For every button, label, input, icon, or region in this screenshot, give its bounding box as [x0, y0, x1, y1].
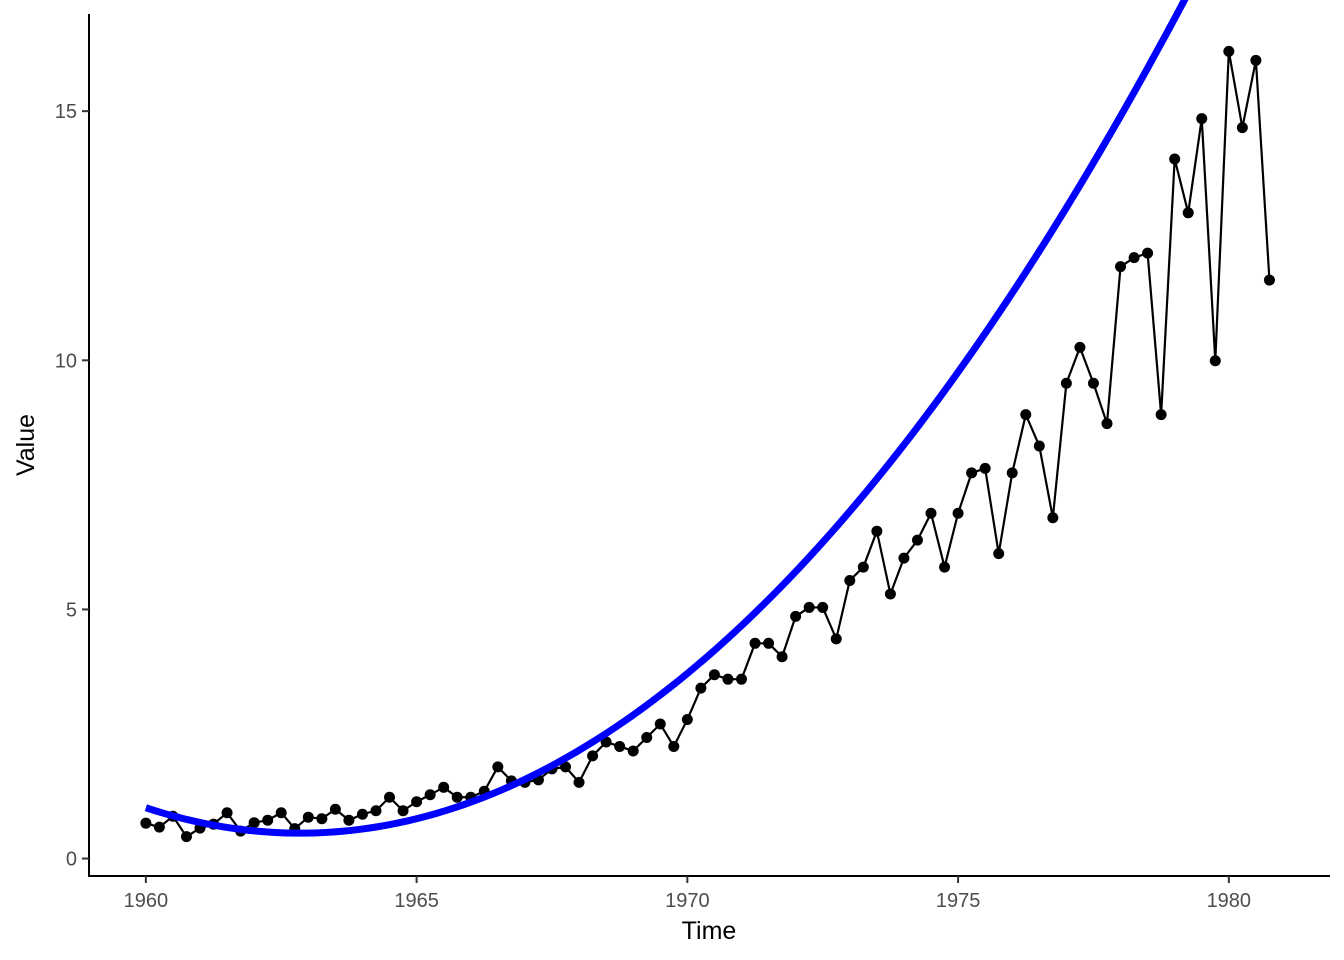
data-point	[749, 637, 761, 649]
data-point	[627, 745, 639, 757]
data-point	[1020, 409, 1032, 421]
data-point	[844, 575, 856, 587]
y-axis-ticks: 0 5 10 15	[55, 101, 89, 871]
y-tick-label: 15	[55, 101, 77, 123]
x-tick-label: 1980	[1207, 890, 1252, 912]
data-point	[1033, 440, 1045, 452]
plot-area	[140, 0, 1275, 843]
data-point	[790, 610, 802, 622]
y-tick-label: 10	[55, 350, 77, 372]
data-point	[573, 776, 585, 788]
data-point	[397, 805, 409, 817]
data-point	[1263, 274, 1275, 286]
data-point	[939, 561, 951, 573]
data-point	[654, 718, 666, 730]
x-tick-label: 1975	[936, 890, 981, 912]
data-point	[140, 817, 152, 829]
data-point	[898, 552, 910, 564]
data-point	[722, 673, 734, 685]
data-point	[302, 811, 314, 823]
data-point	[681, 714, 693, 726]
data-point	[1236, 122, 1248, 134]
data-point	[1209, 355, 1221, 367]
data-point	[641, 731, 653, 743]
data-point	[776, 651, 788, 663]
data-point	[1115, 261, 1127, 273]
data-point	[560, 761, 572, 773]
data-point	[763, 637, 775, 649]
data-point	[1060, 377, 1072, 389]
data-point	[424, 789, 436, 801]
data-point	[817, 601, 829, 613]
data-point	[1047, 512, 1059, 524]
data-point	[966, 467, 978, 479]
data-point	[370, 805, 382, 817]
data-point	[668, 740, 680, 752]
data-point	[830, 633, 842, 645]
data-point	[911, 534, 923, 546]
y-tick-label: 0	[66, 849, 77, 871]
x-tick-label: 1970	[665, 890, 710, 912]
data-point	[1128, 252, 1140, 264]
data-point	[438, 781, 450, 793]
data-point	[803, 601, 815, 613]
data-point	[695, 682, 707, 694]
data-point	[492, 761, 504, 773]
data-point	[384, 791, 396, 803]
trend-line	[144, 0, 1189, 837]
data-point	[275, 807, 287, 819]
data-point	[735, 673, 747, 685]
data-point	[1223, 45, 1235, 57]
series-line	[145, 50, 1271, 838]
data-point	[1087, 377, 1099, 389]
data-point	[1142, 247, 1154, 259]
data-point	[993, 548, 1005, 560]
data-point	[356, 808, 368, 820]
data-point	[1169, 153, 1181, 165]
data-point	[248, 817, 260, 829]
x-tick-label: 1965	[394, 890, 439, 912]
data-point	[1101, 418, 1113, 430]
data-point	[587, 750, 599, 762]
data-point	[857, 561, 869, 573]
data-point	[262, 814, 274, 826]
y-axis-title: Value	[12, 414, 40, 476]
data-point	[411, 796, 423, 808]
data-point	[871, 525, 883, 537]
data-point	[1182, 207, 1194, 219]
data-point	[979, 462, 991, 474]
data-point	[925, 507, 937, 519]
data-point	[614, 740, 626, 752]
data-point	[1250, 54, 1262, 66]
data-point	[316, 813, 328, 825]
data-point	[952, 507, 964, 519]
y-tick-label: 5	[66, 599, 77, 621]
data-point	[180, 831, 192, 843]
data-point	[221, 807, 233, 819]
data-point	[1074, 341, 1086, 353]
data-point	[1155, 409, 1167, 421]
data-point	[343, 814, 355, 826]
data-point	[884, 588, 896, 600]
x-axis-title: Time	[682, 917, 737, 945]
x-axis-ticks: 1960 1965 1970 1975 1980	[124, 876, 1251, 912]
data-point	[1196, 113, 1208, 125]
data-point	[153, 821, 165, 833]
data-point	[1006, 467, 1018, 479]
data-point	[451, 791, 463, 803]
x-tick-label: 1960	[124, 890, 169, 912]
data-point	[329, 803, 341, 815]
data-point	[708, 669, 720, 681]
